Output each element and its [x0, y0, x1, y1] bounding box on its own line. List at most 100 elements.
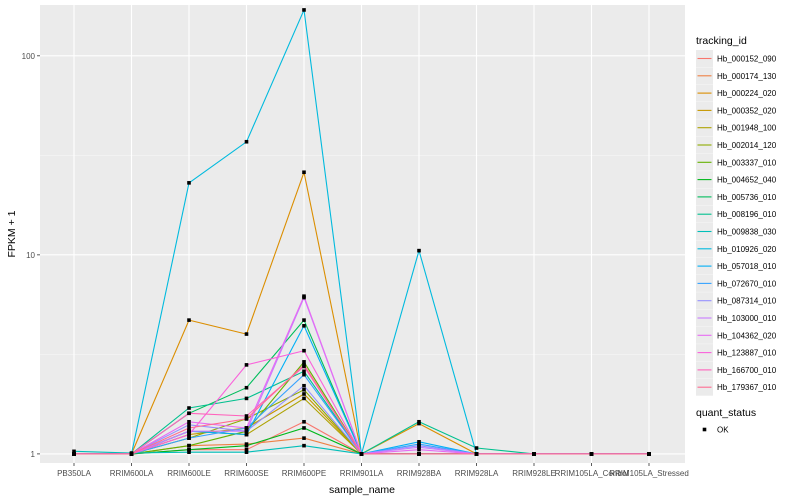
- data-point: [244, 396, 249, 401]
- data-point: [187, 429, 191, 434]
- legend-item: Hb_166700_010: [696, 361, 777, 379]
- data-point: [244, 432, 249, 437]
- y-axis: 1 10 100: [22, 52, 40, 459]
- data-point: [187, 419, 191, 424]
- legend-item: Hb_072670_010: [696, 274, 777, 292]
- data-point: [244, 363, 249, 367]
- x-tick-label: RRIM600PE: [282, 469, 326, 478]
- data-point: [302, 396, 306, 401]
- data-point: [417, 419, 421, 424]
- data-point: [532, 452, 536, 456]
- data-point: [302, 360, 306, 364]
- legend-label: Hb_087314_010: [717, 297, 777, 306]
- x-tick-label: RRIM105LA_Control: [555, 469, 629, 478]
- legend-label: Hb_000352_020: [717, 106, 777, 115]
- x-tick-label: RRIM901LA: [340, 469, 384, 478]
- data-point: [417, 452, 421, 456]
- legend-label: Hb_002014_120: [717, 141, 777, 150]
- data-point: [187, 181, 191, 185]
- legend-item: Hb_009838_030: [696, 223, 777, 240]
- legend-label: Hb_166700_010: [717, 366, 777, 375]
- shape-legend-label: OK: [717, 426, 729, 435]
- data-point: [302, 348, 306, 353]
- data-point: [244, 414, 249, 418]
- data-point: [302, 387, 306, 392]
- legend-label: Hb_072670_010: [717, 279, 777, 288]
- data-point: [187, 426, 191, 430]
- y-axis-title: FPKM + 1: [6, 210, 18, 257]
- data-point: [187, 432, 191, 437]
- color-legend-items: Hb_000152_090 Hb_000174_130 Hb_000224_020 H…: [696, 50, 777, 396]
- data-point: [187, 447, 191, 452]
- data-point: [187, 406, 191, 410]
- data-point: [302, 372, 306, 377]
- legend-item: Hb_004652_040: [696, 171, 777, 189]
- x-axis: PB350LA RRIM600LA RRIM600LE RRIM600SE RRIM60…: [57, 463, 689, 478]
- data-point: [187, 436, 191, 440]
- data-point: [244, 447, 249, 452]
- data-point: [589, 452, 594, 456]
- legend-item: Hb_005736_010: [696, 188, 777, 206]
- color-legend-title: tracking_id: [696, 35, 747, 47]
- y-tick-label: 1: [31, 450, 36, 459]
- legend-label: Hb_008196_010: [717, 210, 777, 219]
- legend-item: Hb_003337_010: [696, 153, 777, 171]
- data-point: [244, 139, 249, 144]
- data-point: [72, 449, 76, 454]
- data-point: [302, 426, 306, 430]
- data-point: [302, 443, 306, 448]
- data-point: [244, 450, 249, 454]
- legend-label: Hb_001948_100: [717, 124, 777, 133]
- shape-legend-title: quant_status: [696, 407, 756, 419]
- legend-item: Hb_000152_090: [696, 50, 777, 67]
- legend-item: Hb_000224_020: [696, 84, 777, 102]
- data-point: [302, 294, 306, 298]
- legend-label: Hb_057018_010: [717, 262, 777, 271]
- legend-item: Hb_104362_020: [696, 326, 777, 344]
- data-point: [302, 436, 306, 440]
- legend-item: Hb_000352_020: [696, 101, 777, 119]
- legend: tracking_id Hb_000152_090Hb_000174_130Hb…: [696, 35, 777, 438]
- data-point: [302, 363, 306, 367]
- data-point: [417, 421, 421, 426]
- data-point: [187, 450, 191, 454]
- data-point: [474, 452, 479, 456]
- legend-label: Hb_000152_090: [717, 55, 777, 64]
- legend-item: Hb_123887_010: [696, 344, 777, 362]
- data-point: [187, 411, 191, 416]
- legend-label: Hb_000174_130: [717, 72, 777, 81]
- data-point: [244, 429, 249, 434]
- data-point: [244, 443, 249, 448]
- legend-label: Hb_009838_030: [717, 228, 777, 237]
- legend-item: Hb_002014_120: [696, 136, 777, 154]
- x-tick-label: RRIM600LA: [110, 469, 154, 478]
- x-tick-label: PB350LA: [57, 469, 91, 478]
- legend-label: Hb_103000_010: [717, 314, 777, 323]
- y-tick-label: 100: [22, 52, 36, 61]
- legend-label: Hb_010926_020: [717, 245, 777, 254]
- legend-item: Hb_057018_010: [696, 257, 777, 275]
- data-point: [302, 419, 306, 424]
- data-point: [244, 332, 249, 336]
- data-point: [302, 170, 306, 175]
- x-tick-label: RRIM600LE: [167, 469, 211, 478]
- legend-item: Hb_103000_010: [696, 309, 777, 327]
- data-point: [187, 423, 191, 427]
- x-tick-label: RRIM600SE: [224, 469, 268, 478]
- data-point: [72, 452, 76, 456]
- data-point: [417, 447, 421, 452]
- data-point: [302, 8, 306, 12]
- data-point: [417, 248, 421, 253]
- data-point: [302, 383, 306, 388]
- x-tick-label: RRIM928BA: [397, 469, 442, 478]
- legend-label: Hb_104362_020: [717, 331, 777, 340]
- x-tick-label: RRIM928LE: [512, 469, 556, 478]
- legend-item: Hb_008196_010: [696, 205, 777, 223]
- data-point: [244, 417, 249, 421]
- y-tick-label: 10: [26, 251, 35, 260]
- data-point: [417, 440, 421, 444]
- panel-background: [40, 5, 685, 463]
- legend-item: Hb_001948_100: [696, 119, 777, 137]
- legend-item: Hb_179367_010: [696, 378, 777, 396]
- x-axis-title: sample_name: [329, 484, 395, 496]
